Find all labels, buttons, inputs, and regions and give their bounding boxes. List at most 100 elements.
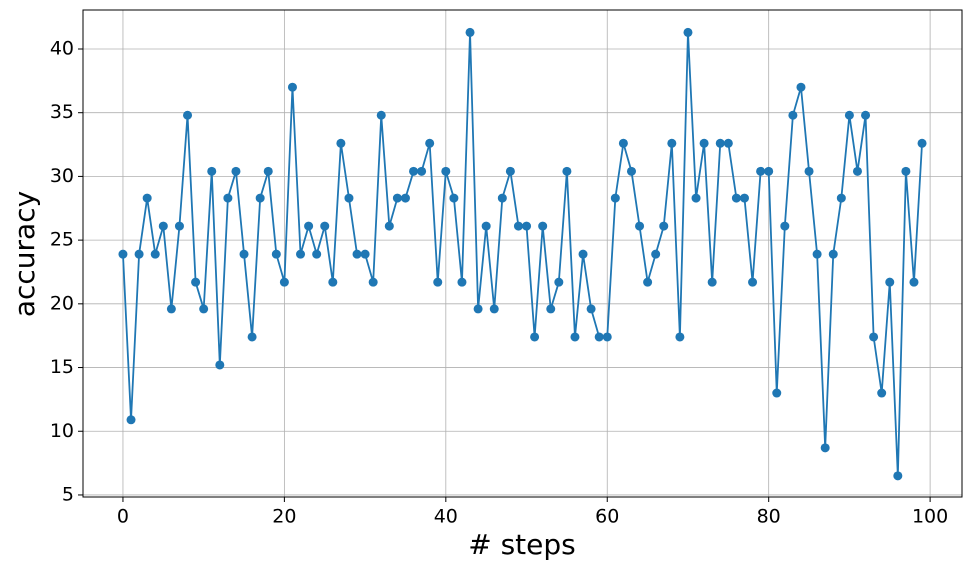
point (287, 82, 297, 92)
point (142, 193, 152, 203)
point (118, 249, 128, 259)
point (457, 277, 467, 287)
point (360, 249, 370, 259)
point (465, 27, 475, 37)
point (400, 193, 410, 203)
point (820, 443, 830, 453)
point (836, 193, 846, 203)
x-axis-label: # steps (468, 528, 576, 561)
point (796, 82, 806, 92)
point (199, 304, 209, 314)
point (562, 166, 572, 176)
point (320, 221, 330, 231)
point (643, 277, 653, 287)
point (183, 110, 193, 120)
point (699, 138, 709, 148)
point (207, 166, 217, 176)
point (215, 360, 225, 370)
point (828, 249, 838, 259)
point (877, 388, 887, 398)
point (909, 277, 919, 287)
point (651, 249, 661, 259)
point (126, 415, 136, 425)
point (134, 249, 144, 259)
x-tick-label: 20 (272, 506, 296, 528)
point (772, 388, 782, 398)
point (174, 221, 184, 231)
point (368, 277, 378, 287)
y-tick-label: 35 (50, 101, 74, 123)
point (917, 138, 927, 148)
y-tick-label: 40 (50, 37, 74, 59)
point (602, 332, 612, 342)
point (739, 193, 749, 203)
point (756, 166, 766, 176)
point (473, 304, 483, 314)
point (901, 166, 911, 176)
point (659, 221, 669, 231)
point (812, 249, 822, 259)
point (352, 249, 362, 259)
point (715, 138, 725, 148)
point (578, 249, 588, 259)
point (844, 110, 854, 120)
point (223, 193, 233, 203)
point (150, 249, 160, 259)
point (158, 221, 168, 231)
y-tick-label: 30 (50, 165, 74, 187)
y-tick-label: 25 (50, 229, 74, 251)
point (481, 221, 491, 231)
point (530, 332, 540, 342)
y-axis-label: accuracy (8, 191, 41, 317)
y-tick-label: 10 (50, 420, 74, 442)
x-tick-label: 0 (117, 506, 129, 528)
point (731, 193, 741, 203)
point (546, 304, 556, 314)
point (312, 249, 322, 259)
point (376, 110, 386, 120)
point (489, 304, 499, 314)
point (667, 138, 677, 148)
point (683, 27, 693, 37)
point (191, 277, 201, 287)
point (497, 193, 507, 203)
point (626, 166, 636, 176)
point (336, 138, 346, 148)
point (513, 221, 523, 231)
point (675, 332, 685, 342)
point (691, 193, 701, 203)
point (328, 277, 338, 287)
y-tick-label: 5 (62, 483, 74, 505)
y-tick-label: 20 (50, 292, 74, 314)
point (610, 193, 620, 203)
point (417, 166, 427, 176)
point (893, 471, 903, 481)
point (304, 221, 314, 231)
plot-frame (82, 9, 963, 498)
point (231, 166, 241, 176)
point (635, 221, 645, 231)
point (554, 277, 564, 287)
point (279, 277, 289, 287)
point (384, 221, 394, 231)
point (570, 332, 580, 342)
point (263, 166, 273, 176)
point (780, 221, 790, 231)
point (344, 193, 354, 203)
point (522, 221, 532, 231)
point (869, 332, 879, 342)
point (852, 166, 862, 176)
point (723, 138, 733, 148)
point (861, 110, 871, 120)
point (505, 166, 515, 176)
point (707, 277, 717, 287)
x-tick-label: 100 (912, 506, 948, 528)
point (271, 249, 281, 259)
point (618, 138, 628, 148)
point (239, 249, 249, 259)
x-tick-label: 80 (757, 506, 781, 528)
x-tick-label: 40 (434, 506, 458, 528)
point (255, 193, 265, 203)
